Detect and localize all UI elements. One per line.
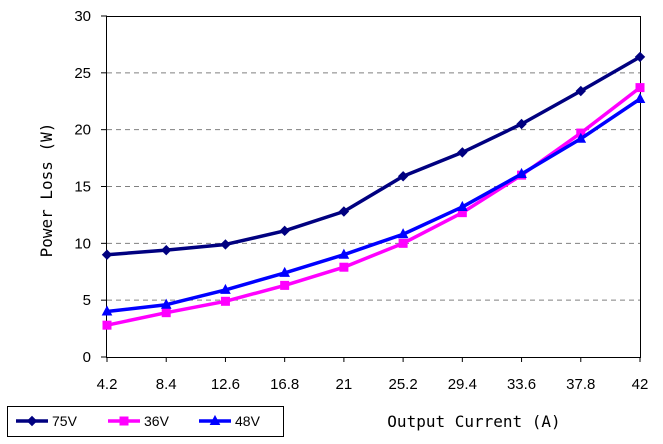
square-marker — [220, 296, 230, 306]
diamond-marker — [516, 118, 527, 130]
y-tick-label: 15 — [74, 179, 91, 196]
x-tick-label: 21 — [336, 376, 353, 393]
legend-items: 75V 36V 48V — [16, 413, 261, 429]
square-marker — [102, 320, 112, 330]
legend: 75V 36V 48V — [7, 406, 284, 437]
diamond-marker — [634, 51, 646, 63]
y-axis-label: Power Loss (W) — [37, 123, 56, 258]
x-tick-label: 16.8 — [270, 376, 299, 393]
diamond-marker — [457, 147, 468, 158]
legend-label: 48V — [235, 413, 261, 429]
square-marker — [161, 308, 171, 318]
diamond-marker — [161, 244, 172, 256]
x-tick-label: 25.2 — [389, 376, 418, 393]
x-tick-label: 42 — [632, 376, 649, 393]
triangle-marker — [338, 248, 350, 259]
triangle-marker — [516, 167, 527, 178]
legend-label: 75V — [52, 413, 78, 429]
triangle-marker — [220, 283, 231, 294]
y-tick-label: 25 — [74, 65, 91, 82]
diamond-marker — [279, 225, 290, 237]
triangle-marker — [279, 266, 290, 277]
square-marker — [119, 416, 129, 426]
triangle-marker — [209, 414, 221, 425]
grid-layer — [107, 72, 640, 301]
series-line — [106, 97, 641, 314]
diamond-marker — [575, 85, 586, 97]
x-axis-label: Output Current (A) — [387, 412, 560, 431]
series-line — [106, 55, 641, 257]
tick-layer: 0 5 10 15 20 25 30 4.2 8.4 12.6 16.8 21 25.2 29.4 33.6… — [74, 8, 648, 393]
x-tick-label: 37.8 — [566, 376, 595, 393]
series-75v — [101, 51, 646, 260]
legend-box — [7, 406, 284, 437]
y-tick-label: 30 — [74, 8, 91, 25]
x-tick-label: 12.6 — [211, 376, 240, 393]
y-tick-label: 20 — [74, 122, 91, 139]
diamond-marker — [101, 249, 113, 260]
series-layer — [101, 51, 646, 330]
diamond-marker — [397, 171, 409, 182]
y-tick-label: 10 — [74, 235, 91, 252]
y-tick-label: 0 — [83, 349, 91, 366]
series-36v — [102, 83, 645, 330]
triangle-marker — [160, 298, 172, 309]
square-marker — [339, 262, 349, 272]
triangle-marker — [575, 132, 587, 143]
x-tick-label: 8.4 — [156, 376, 177, 393]
legend-item: 75V — [16, 413, 78, 429]
x-tick-label: 29.4 — [448, 376, 477, 393]
x-tick-label: 33.6 — [507, 376, 536, 393]
diamond-marker — [26, 415, 38, 427]
legend-item: 36V — [108, 413, 170, 429]
square-marker — [398, 238, 408, 248]
legend-label: 36V — [144, 413, 170, 429]
y-tick-label: 5 — [83, 292, 91, 309]
legend-item: 48V — [199, 413, 261, 429]
square-marker — [280, 280, 290, 290]
diamond-marker — [338, 206, 350, 217]
triangle-marker — [457, 200, 468, 211]
series-line — [106, 86, 642, 327]
square-marker — [635, 83, 645, 93]
triangle-marker — [397, 228, 409, 239]
triangle-marker — [101, 305, 113, 316]
x-tick-label: 4.2 — [97, 376, 118, 393]
series-48v — [101, 92, 646, 316]
diamond-marker — [220, 239, 231, 250]
triangle-marker — [634, 92, 646, 103]
